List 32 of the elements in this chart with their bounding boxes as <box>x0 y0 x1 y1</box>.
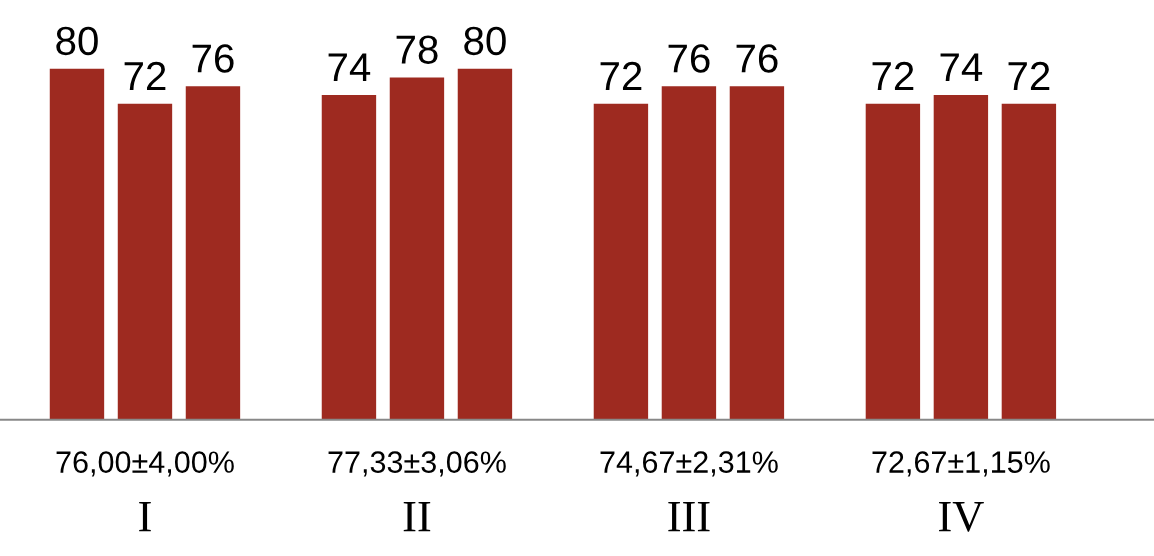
data-label: 74 <box>940 53 983 82</box>
data-label: 80 <box>56 26 98 56</box>
bar <box>321 95 377 420</box>
data-label: 72 <box>872 61 914 90</box>
bar <box>457 68 513 420</box>
data-label: 78 <box>396 35 438 64</box>
x-tick-label: I <box>139 502 151 532</box>
bar <box>49 68 105 420</box>
x-tick-label: IV <box>939 502 984 532</box>
data-label: 76 <box>668 44 710 73</box>
text: 77,33±3,06% <box>328 451 506 477</box>
data-label: 74 <box>328 53 371 82</box>
data-label: 72 <box>600 61 642 90</box>
bar <box>593 103 649 420</box>
bar <box>933 95 989 420</box>
bar <box>185 86 241 420</box>
data-label: 76 <box>736 44 778 73</box>
text: 74,67±2,31% <box>600 451 778 477</box>
data-label: 80 <box>464 26 506 56</box>
bar <box>729 86 785 420</box>
text: 76,00±4,00% <box>56 451 234 477</box>
bar <box>865 103 921 420</box>
text: 72,67±1,15% <box>872 451 1050 477</box>
bar <box>389 77 445 420</box>
data-label: 72 <box>1008 61 1050 90</box>
bar <box>117 103 173 420</box>
bar <box>1001 103 1057 420</box>
x-tick-label: II <box>403 502 431 532</box>
data-label: 72 <box>124 61 166 90</box>
data-label: 76 <box>192 44 234 73</box>
bar <box>661 86 717 420</box>
x-tick-label: III <box>668 502 710 532</box>
